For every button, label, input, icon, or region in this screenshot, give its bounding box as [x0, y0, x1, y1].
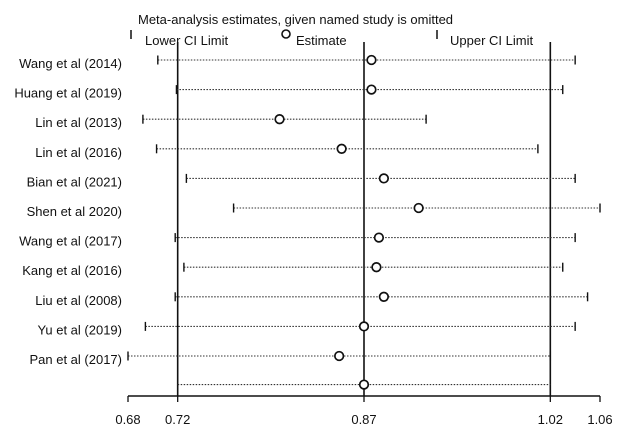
- estimate-marker: [378, 291, 390, 302]
- x-tick-label: 1.02: [538, 412, 563, 427]
- estimate-marker: [336, 143, 347, 154]
- x-axis: 0.68 0.72 0.87 1.02 1.06: [115, 395, 613, 427]
- combined-row: [177, 379, 551, 390]
- estimate-marker: [378, 173, 390, 184]
- study-label: Lin et al (2016): [35, 145, 122, 160]
- x-tick-label: 1.06: [587, 412, 612, 427]
- x-tick-label: 0.87: [351, 412, 376, 427]
- legend-estimate-marker: [281, 29, 291, 39]
- estimate-marker: [366, 54, 377, 66]
- chart-title: Meta-analysis estimates, given named stu…: [138, 12, 453, 27]
- estimate-marker: [358, 321, 370, 332]
- chart-header: Meta-analysis estimates, given named stu…: [130, 12, 533, 48]
- estimate-marker: [373, 232, 385, 243]
- study-label: Wang et al (2017): [19, 234, 122, 249]
- legend: Lower CI Limit Estimate Upper CI Limit: [130, 29, 533, 48]
- study-label: Huang et al (2019): [14, 86, 122, 101]
- study-rows: [127, 54, 601, 362]
- study-labels: Wang et al (2014) Huang et al (2019) Lin e…: [14, 56, 122, 367]
- study-label: Shen et al 2020): [27, 204, 122, 219]
- legend-lower-label: Lower CI Limit: [145, 33, 228, 48]
- legend-estimate-label: Estimate: [296, 33, 347, 48]
- estimate-marker: [366, 84, 377, 95]
- study-label: Bian et al (2021): [27, 174, 122, 189]
- study-label: Wang et al (2014): [19, 56, 122, 71]
- combined-estimate-marker: [358, 379, 370, 390]
- estimate-marker: [371, 262, 382, 273]
- study-label: Pan et al (2017): [29, 352, 122, 367]
- estimate-marker: [413, 202, 424, 214]
- legend-upper-label: Upper CI Limit: [450, 33, 533, 48]
- study-label: Kang et al (2016): [22, 263, 122, 278]
- study-label: Lin et al (2013): [35, 115, 122, 130]
- estimate-marker: [274, 114, 285, 125]
- x-tick-label: 0.72: [165, 412, 190, 427]
- estimate-marker: [334, 350, 345, 362]
- x-tick-label: 0.68: [115, 412, 140, 427]
- study-label: Yu et al (2019): [37, 322, 122, 337]
- study-label: Liu et al (2008): [35, 293, 122, 308]
- reference-lines: [176, 42, 552, 396]
